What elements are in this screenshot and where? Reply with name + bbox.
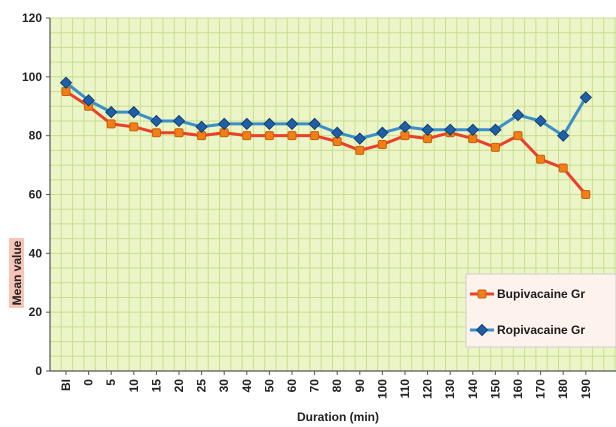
y-axis-title-background xyxy=(9,238,24,308)
x-tick-label: 0 xyxy=(82,379,96,386)
data-point-marker xyxy=(579,91,593,104)
gridlines xyxy=(50,17,616,372)
data-point-marker xyxy=(172,114,186,128)
x-tick-label: 190 xyxy=(579,379,593,399)
series-ropivacaine xyxy=(59,76,593,145)
data-point-marker xyxy=(536,154,546,164)
legend-marker xyxy=(475,323,489,337)
x-tick-label: 170 xyxy=(534,379,548,399)
data-point-marker xyxy=(264,131,274,141)
data-point-marker xyxy=(59,76,73,89)
x-tick-label: 150 xyxy=(488,379,502,399)
y-tick-label: 60 xyxy=(29,188,43,202)
x-tick-label: 110 xyxy=(398,379,412,399)
x-tick-label: 160 xyxy=(511,379,525,399)
series-bupivacaine xyxy=(61,87,591,199)
x-tick-label: 25 xyxy=(195,379,209,393)
data-point-marker xyxy=(513,131,523,141)
data-point-marker xyxy=(556,129,570,142)
data-point-marker xyxy=(489,123,502,136)
y-tick-label: 20 xyxy=(29,305,43,319)
data-point-marker xyxy=(443,123,457,136)
x-tick-label: 120 xyxy=(421,379,435,399)
y-tick-label: 80 xyxy=(29,129,43,143)
legend-item: Ropivacaine Gr xyxy=(470,323,585,337)
legend-marker xyxy=(477,289,487,299)
axes xyxy=(46,17,616,375)
y-axis-title-group: Mean value xyxy=(9,238,24,308)
data-point-marker xyxy=(151,128,161,138)
data-point-marker xyxy=(398,120,412,134)
data-point-marker xyxy=(558,163,568,173)
data-point-marker xyxy=(106,119,116,129)
x-tick-label: 10 xyxy=(127,379,141,393)
y-tick-label: 100 xyxy=(22,70,42,84)
data-point-marker xyxy=(287,131,297,141)
legend-label: Bupivacaine Gr xyxy=(497,287,585,301)
data-point-marker xyxy=(150,114,163,128)
data-point-marker xyxy=(310,131,320,141)
x-tick-label: 60 xyxy=(285,379,299,393)
y-tick-labels: 0 20 40 60 80 100 120 xyxy=(22,11,42,378)
y-tick-label: 40 xyxy=(29,246,43,260)
data-point-marker xyxy=(127,105,141,119)
data-point-marker xyxy=(534,114,547,128)
x-tick-labels: BI 0 5 10 15 20 25 30 40 50 60 70 80 90 100 110 120 130 14… xyxy=(59,379,593,399)
x-tick-label: 70 xyxy=(308,379,322,393)
x-tick-label: 80 xyxy=(330,379,344,393)
x-tick-label: 20 xyxy=(172,379,186,393)
x-tick-label: 140 xyxy=(466,379,480,399)
data-point-marker xyxy=(308,117,321,131)
x-tick-label: 90 xyxy=(353,379,367,393)
x-tick-label: 15 xyxy=(149,379,163,393)
data-point-marker xyxy=(240,117,254,131)
data-point-marker xyxy=(285,117,299,131)
x-tick-label: BI xyxy=(59,379,73,391)
data-point-marker xyxy=(330,126,344,139)
x-tick-label: 50 xyxy=(262,379,276,393)
data-point-marker xyxy=(263,117,276,131)
x-tick-label: 5 xyxy=(104,379,118,386)
data-point-marker xyxy=(104,105,118,119)
data-point-marker xyxy=(421,123,434,136)
x-tick-label: 180 xyxy=(556,379,570,399)
data-point-marker xyxy=(353,132,367,145)
data-point-marker xyxy=(511,108,525,122)
x-axis-title: Duration (min) xyxy=(297,410,379,424)
data-point-marker xyxy=(377,139,387,149)
data-point-marker xyxy=(129,122,139,132)
data-point-marker xyxy=(217,117,231,131)
series-group xyxy=(59,76,593,199)
data-point-marker xyxy=(195,120,208,134)
data-point-marker xyxy=(466,123,480,136)
data-point-marker xyxy=(82,94,95,107)
x-tick-label: 40 xyxy=(240,379,254,393)
y-tick-label: 0 xyxy=(35,364,42,378)
legend-label: Ropivacaine Gr xyxy=(497,323,585,337)
data-point-marker xyxy=(581,190,591,199)
y-tick-label: 120 xyxy=(22,11,42,25)
x-tick-label: 100 xyxy=(375,379,389,399)
data-point-marker xyxy=(242,131,252,141)
legend-box xyxy=(465,273,616,348)
legend-item: Bupivacaine Gr xyxy=(470,287,585,301)
y-axis-title: Mean value xyxy=(10,240,24,305)
legend: Bupivacaine Gr Ropivacaine Gr xyxy=(465,273,616,348)
x-tick-label: 130 xyxy=(443,379,457,399)
data-point-marker xyxy=(355,145,365,155)
data-point-marker xyxy=(490,142,500,152)
data-point-marker xyxy=(174,128,184,138)
x-tick-label: 30 xyxy=(217,379,231,393)
data-point-marker xyxy=(376,126,389,139)
